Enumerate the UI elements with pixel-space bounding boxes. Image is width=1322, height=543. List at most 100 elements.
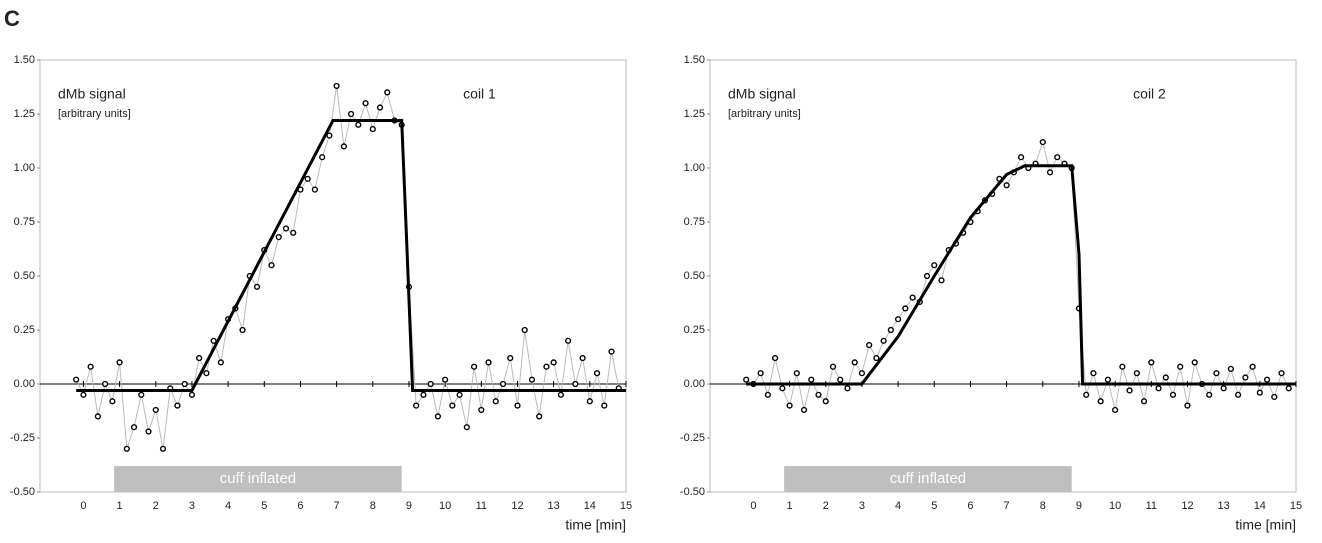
- data-point: [470, 363, 478, 370]
- y-axis-note: [arbitrary units]: [58, 108, 131, 120]
- fit-line: [76, 119, 626, 392]
- data-point: [1263, 376, 1271, 383]
- y-tick-label: -0.25: [680, 432, 705, 444]
- data-point: [80, 391, 87, 398]
- x-tick-label: 11: [1146, 500, 1157, 512]
- data-point: [931, 262, 938, 269]
- x-tick-label: 12: [511, 500, 523, 512]
- data-point: [485, 359, 492, 366]
- x-tick-label: 4: [895, 500, 901, 512]
- data-point: [786, 402, 793, 409]
- data-point: [772, 354, 779, 362]
- data-point: [319, 154, 326, 161]
- data-point: [1155, 385, 1162, 392]
- data-point: [275, 234, 282, 241]
- x-tick-label: 5: [261, 500, 267, 512]
- y-tick-label: 0.00: [14, 378, 35, 390]
- x-tick-label: 14: [1254, 500, 1266, 512]
- y-tick-label: 1.50: [684, 54, 705, 66]
- data-point: [873, 354, 880, 362]
- data-point: [1017, 154, 1025, 161]
- data-point: [1090, 370, 1097, 377]
- data-point: [449, 402, 456, 409]
- y-axis-note: [arbitrary units]: [728, 108, 801, 120]
- data-point: [290, 229, 297, 236]
- shaded-span: [784, 466, 1072, 492]
- data-point: [87, 363, 94, 370]
- data-point: [282, 225, 290, 232]
- data-point: [601, 402, 608, 409]
- data-point: [1039, 138, 1046, 146]
- data-point: [1256, 389, 1263, 396]
- data-point: [1184, 402, 1191, 409]
- x-axis-label: time [min]: [565, 517, 626, 533]
- data-point: [887, 326, 894, 334]
- x-tick-label: 5: [931, 500, 937, 512]
- data-point: [844, 385, 851, 392]
- data-point: [1148, 359, 1155, 366]
- data-point: [1278, 370, 1285, 377]
- data-point: [1104, 376, 1112, 383]
- x-axis-label: time [min]: [1235, 517, 1296, 533]
- y-tick-label: -0.50: [680, 486, 705, 498]
- y-tick-label: 0.25: [684, 324, 705, 336]
- data-point: [181, 380, 188, 388]
- x-tick-label: 9: [406, 500, 412, 512]
- x-tick-label: 1: [117, 500, 123, 512]
- x-tick-label: 8: [370, 500, 376, 512]
- data-point: [743, 376, 750, 383]
- y-tick-label: 0.50: [14, 270, 35, 282]
- data-point: [1046, 169, 1054, 176]
- data-point: [1112, 406, 1119, 414]
- data-point: [174, 402, 181, 409]
- plot-frame: [39, 59, 627, 493]
- x-tick-label: 4: [225, 500, 231, 512]
- data-point: [130, 424, 138, 431]
- data-point: [757, 370, 764, 377]
- x-tick-label: 9: [1076, 500, 1082, 512]
- data-point: [73, 376, 80, 383]
- x-tick-label: 10: [439, 500, 451, 512]
- data-point: [1083, 391, 1090, 398]
- data-point: [565, 337, 572, 344]
- data-point: [210, 337, 217, 344]
- data-point: [456, 391, 463, 398]
- x-tick-label: 1: [787, 500, 793, 512]
- data-point: [311, 186, 319, 193]
- data-point: [1133, 370, 1140, 377]
- y-tick-label: 1.25: [684, 108, 705, 120]
- data-point: [1003, 182, 1010, 189]
- data-point: [463, 424, 470, 431]
- data-point: [902, 305, 909, 312]
- data-point: [1162, 374, 1169, 381]
- x-tick-label: 11: [476, 500, 487, 512]
- data-point: [909, 294, 916, 301]
- data-point: [499, 380, 507, 388]
- x-tick-label: 8: [1040, 500, 1046, 512]
- y-tick-label: 0.75: [684, 216, 705, 228]
- data-point: [102, 380, 109, 388]
- y-tick-label: -0.50: [10, 486, 35, 498]
- panel-label: C: [4, 6, 20, 31]
- x-tick-label: 2: [823, 500, 829, 512]
- y-tick-label: 1.00: [684, 162, 705, 174]
- data-point: [384, 89, 391, 96]
- data-point: [1169, 391, 1177, 398]
- plot-frame: [709, 59, 1297, 493]
- data-point: [326, 132, 333, 139]
- data-point: [1126, 387, 1133, 394]
- data-point: [217, 359, 224, 366]
- data-point: [109, 398, 116, 405]
- data-point: [478, 406, 485, 414]
- y-tick-label: 0.50: [684, 270, 705, 282]
- data-point: [1271, 393, 1278, 401]
- data-point: [239, 326, 246, 334]
- data-point: [94, 413, 101, 420]
- data-point: [413, 402, 420, 409]
- data-point: [572, 380, 579, 388]
- data-point: [123, 445, 130, 452]
- y-tick-label: 1.50: [14, 54, 35, 66]
- data-point: [196, 354, 203, 362]
- data-point: [815, 391, 822, 398]
